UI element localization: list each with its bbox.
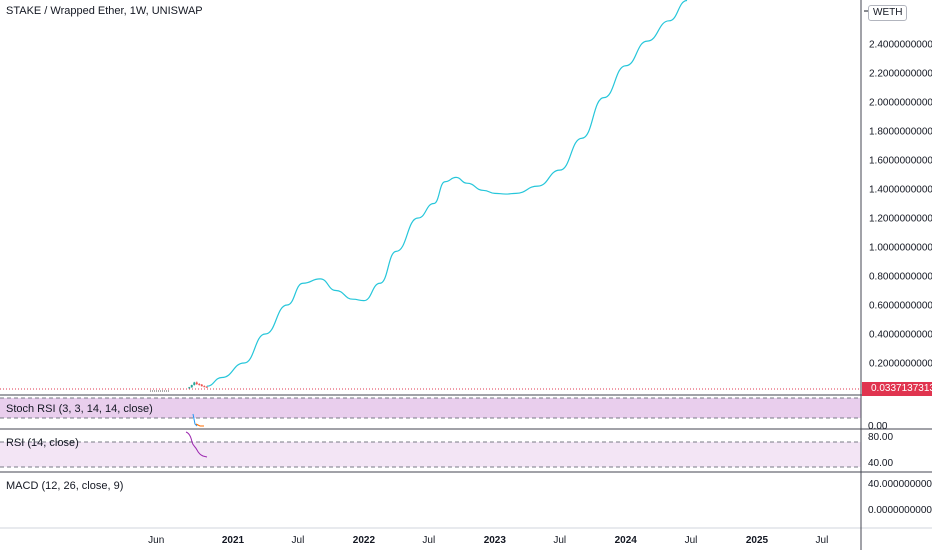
time-axis-label: Jul: [816, 535, 829, 546]
candle-body: [193, 382, 196, 386]
currency-badge[interactable]: WETH: [868, 5, 908, 21]
rsi-tick-label: 80.00: [868, 432, 893, 443]
price-axis-label: 0.8000000000: [869, 272, 932, 283]
price-axis-label: 0.4000000000: [869, 330, 932, 341]
price-axis-label: 1.6000000000: [869, 156, 932, 167]
time-axis-year-label: 2023: [484, 535, 507, 546]
candle-body: [190, 385, 193, 388]
price-axis-label: 1.0000000000: [869, 243, 932, 254]
rsi-label[interactable]: RSI (14, close): [6, 437, 79, 449]
stoch-rsi-label[interactable]: Stoch RSI (3, 3, 14, 14, close): [6, 403, 153, 415]
stoch-k-line: [192, 413, 198, 427]
candle-body: [200, 384, 203, 387]
rsi-tick-label: 40.00: [868, 458, 893, 469]
stoch-band: [0, 398, 861, 418]
price-axis-label: 0.2000000000: [869, 359, 932, 370]
stoch-d-line: [195, 423, 204, 427]
time-axis-label: Jul: [685, 535, 698, 546]
time-axis-year-label: 2024: [615, 535, 638, 546]
time-axis-year-label: 2025: [746, 535, 769, 546]
indicator-axes: 0.00 80.00 40.00 40.0000000000 0.0000000…: [868, 421, 932, 516]
series-line: [206, 0, 688, 387]
price-axis-label: 1.8000000000: [869, 127, 932, 138]
time-axis-label: Jul: [292, 535, 305, 546]
price-axis-label: 2.0000000000: [869, 98, 932, 109]
price-axis-label: 1.2000000000: [869, 214, 932, 225]
price-axis-label: 0.6000000000: [869, 301, 932, 312]
candle-body: [198, 384, 201, 386]
macd-tick-label: 0.0000000000: [868, 505, 932, 516]
stoch-tick-label: 0.00: [868, 421, 888, 432]
symbol-title[interactable]: STAKE / Wrapped Ether, 1W, UNISWAP: [6, 5, 203, 17]
price-axis-label: 2.4000000000: [869, 40, 932, 51]
time-axis-label: Jul: [422, 535, 435, 546]
candles-layer: [188, 381, 208, 389]
last-price-tag: 0.0337137313: [862, 382, 932, 396]
candle-body: [205, 386, 208, 388]
time-axis-year-label: 2022: [353, 535, 376, 546]
candle-body: [203, 386, 206, 388]
candle-body: [195, 382, 198, 385]
price-axis-label: 2.2000000000: [869, 69, 932, 80]
rsi-band: [0, 442, 861, 467]
price-axis[interactable]: 2.62.40000000002.20000000002.00000000001…: [869, 11, 932, 370]
price-axis-label: 1.4000000000: [869, 185, 932, 196]
macd-label[interactable]: MACD (12, 26, close, 9): [6, 480, 124, 492]
time-axis-label: Jun: [148, 535, 164, 546]
macd-tick-label: 40.0000000000: [868, 479, 932, 490]
time-axis-label: Jul: [553, 535, 566, 546]
time-axis[interactable]: Jun 2021 Jul 2022 Jul 2023 Jul 2024 Jul 2025 Jul: [148, 535, 828, 546]
time-axis-year-label: 2021: [222, 535, 245, 546]
candle-body: [188, 387, 191, 389]
line-layer: [206, 0, 688, 387]
rsi-line: [185, 431, 208, 458]
